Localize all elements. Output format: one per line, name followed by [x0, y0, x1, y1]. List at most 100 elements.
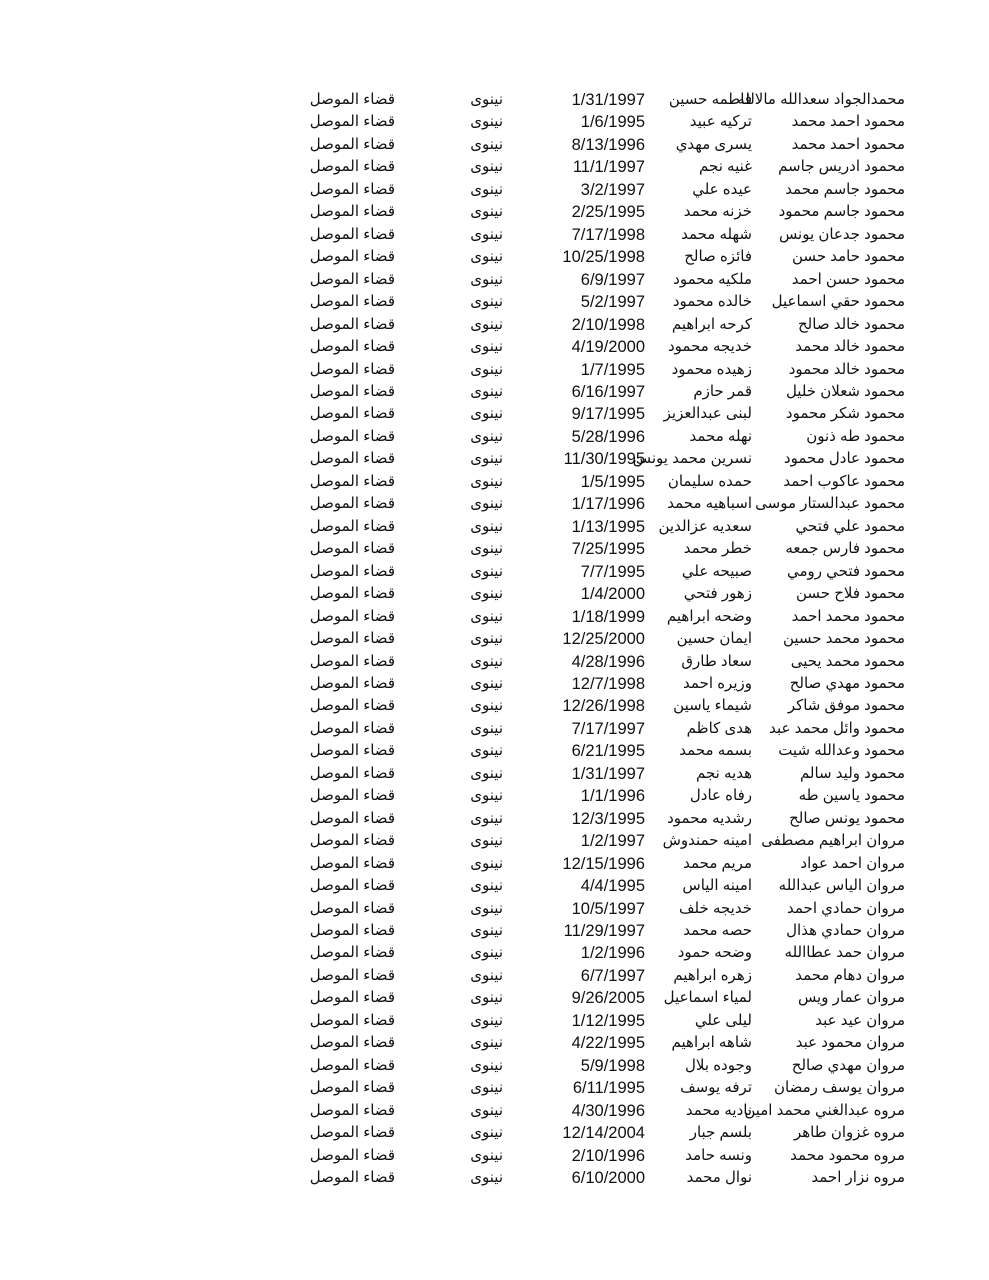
- birth-date-cell: 1/12/1995: [571, 1011, 645, 1030]
- mother-name-cell: وضحه ابراهيم: [666, 607, 752, 625]
- birth-date-cell: 12/3/1995: [571, 809, 645, 828]
- table-row: محمود وائل محمد عبد هدى كاظم 7/17/1997 نينو…: [0, 718, 989, 740]
- birth-date-cell: 1/13/1995: [571, 517, 645, 536]
- person-name-cell: مروه محمود محمد: [790, 1146, 905, 1164]
- person-name-cell: محمود وائل محمد عبد: [769, 719, 905, 737]
- birth-date-cell: 10/5/1997: [571, 899, 645, 918]
- person-name-cell: محمود طه ذنون: [806, 427, 905, 445]
- mother-name-cell: سعاد طارق: [681, 652, 752, 670]
- person-name-cell: مروان مهدي صالح: [791, 1056, 905, 1074]
- birth-date-cell: 6/21/1995: [571, 742, 645, 761]
- birth-date-cell: 5/28/1996: [571, 427, 645, 446]
- province-cell: نينوى: [470, 832, 503, 850]
- person-name-cell: محمود ياسين طه: [798, 787, 905, 805]
- table-row: محمود يونس صالح رشديه محمود 12/3/1995 نينوى…: [0, 808, 989, 830]
- mother-name-cell: هدى كاظم: [686, 719, 752, 737]
- mother-name-cell: اسباهيه محمد: [667, 495, 752, 513]
- person-name-cell: مروان دهام محمد: [795, 966, 905, 984]
- birth-date-cell: 1/5/1995: [580, 472, 645, 491]
- mother-name-cell: عيده علي: [692, 180, 752, 198]
- mother-name-cell: زهور فتحي: [683, 585, 752, 603]
- person-name-cell: مروان ابراهيم مصطفى: [761, 832, 905, 850]
- province-cell: نينوى: [470, 1101, 503, 1119]
- mother-name-cell: شيماء ياسين: [673, 697, 752, 715]
- province-cell: نينوى: [470, 225, 503, 243]
- table-row: محمود محمد حسين ايمان حسين 12/25/2000 نينوى…: [0, 628, 989, 650]
- table-row: محمود حسن احمد ملكيه محمود 6/9/1997 نينوى قض…: [0, 269, 989, 291]
- birth-date-cell: 3/2/1997: [580, 180, 645, 199]
- table-row: محمود جاسم محمد عيده علي 3/2/1997 نينوى قضاء…: [0, 179, 989, 201]
- district-cell: قضاء الموصل: [309, 630, 395, 648]
- district-cell: قضاء الموصل: [309, 382, 395, 400]
- birth-date-cell: 12/15/1996: [562, 854, 645, 873]
- district-cell: قضاء الموصل: [309, 966, 395, 984]
- birth-date-cell: 7/7/1995: [580, 562, 645, 581]
- person-name-cell: مروان عمار ويس: [797, 989, 905, 1007]
- birth-date-cell: 2/10/1998: [571, 315, 645, 334]
- province-cell: نينوى: [470, 854, 503, 872]
- district-cell: قضاء الموصل: [309, 1056, 395, 1074]
- province-cell: نينوى: [470, 91, 503, 108]
- district-cell: قضاء الموصل: [309, 787, 395, 805]
- table-row: مروان حمادي هذال حصه محمد 11/29/1997 نينوى ق…: [0, 920, 989, 942]
- table-row: محمود حامد حسن فائزه صالح 10/25/1998 نينوى ق…: [0, 246, 989, 268]
- mother-name-cell: حمده سليمان: [667, 472, 752, 490]
- mother-name-cell: شهله محمد: [681, 225, 752, 243]
- person-name-cell: مروان حمادي هذال: [786, 922, 905, 940]
- mother-name-cell: فاطمه حسين: [668, 91, 752, 108]
- district-cell: قضاء الموصل: [309, 315, 395, 333]
- person-name-cell: محمود علي فتحي: [795, 517, 905, 535]
- district-cell: قضاء الموصل: [309, 674, 395, 692]
- district-cell: قضاء الموصل: [309, 1146, 395, 1164]
- table-row: محمود خالد محمود زهيده محمود 1/7/1995 نينوى…: [0, 359, 989, 381]
- province-cell: نينوى: [470, 450, 503, 468]
- mother-name-cell: خزنه محمد: [683, 203, 752, 221]
- mother-name-cell: زهره ابراهيم: [673, 966, 752, 984]
- district-cell: قضاء الموصل: [309, 742, 395, 760]
- birth-date-cell: 6/10/2000: [571, 1169, 645, 1188]
- province-cell: نينوى: [470, 1079, 503, 1097]
- table-row: محمود جاسم محمود خزنه محمد 2/25/1995 نينوى ق…: [0, 201, 989, 223]
- district-cell: قضاء الموصل: [309, 338, 395, 356]
- mother-name-cell: رفاه عادل: [689, 787, 752, 805]
- mother-name-cell: لبنى عبدالعزيز: [663, 405, 752, 423]
- district-cell: قضاء الموصل: [309, 540, 395, 558]
- table-row: محمود شكر محمود لبنى عبدالعزيز 9/17/1995 ني…: [0, 403, 989, 425]
- table-row: مروان عمار ويس لمياء اسماعيل 9/26/2005 نينو…: [0, 987, 989, 1009]
- mother-name-cell: ملكيه محمود: [673, 270, 752, 288]
- person-name-cell: محمدالجواد سعدالله مالالله: [737, 91, 905, 108]
- district-cell: قضاء الموصل: [309, 877, 395, 895]
- mother-name-cell: خالده محمود: [672, 293, 752, 311]
- province-cell: نينوى: [470, 1011, 503, 1029]
- table-row: محمود فارس جمعه خطر محمد 7/25/1995 نينوى قضا…: [0, 538, 989, 560]
- table-row: محمود طه ذنون نهله محمد 5/28/1996 نينوى قضاء…: [0, 426, 989, 448]
- birth-date-cell: 6/11/1995: [572, 1079, 645, 1098]
- district-cell: قضاء الموصل: [309, 607, 395, 625]
- district-cell: قضاء الموصل: [309, 203, 395, 221]
- birth-date-cell: 1/31/1997: [571, 764, 645, 783]
- district-cell: قضاء الموصل: [309, 450, 395, 468]
- mother-name-cell: كرحه ابراهيم: [671, 315, 752, 333]
- district-cell: قضاء الموصل: [309, 517, 395, 535]
- province-cell: نينوى: [470, 922, 503, 940]
- mother-name-cell: تركيه عبيد: [689, 113, 752, 131]
- person-name-cell: محمود فتحي رومي: [786, 562, 905, 580]
- district-cell: قضاء الموصل: [309, 585, 395, 603]
- mother-name-cell: قمر حازم: [693, 382, 752, 400]
- person-name-cell: مروان يوسف رمضان: [774, 1079, 905, 1097]
- mother-name-cell: ترفه يوسف: [680, 1079, 752, 1097]
- mother-name-cell: امينه الياس: [682, 877, 752, 895]
- province-cell: نينوى: [470, 293, 503, 311]
- birth-date-cell: 2/10/1996: [571, 1146, 645, 1165]
- person-name-cell: مروه عبدالغني محمد امين: [744, 1101, 905, 1119]
- birth-date-cell: 12/7/1998: [571, 674, 645, 693]
- mother-name-cell: نسرين محمد يونس: [632, 450, 752, 468]
- birth-date-cell: 1/1/1996: [580, 787, 645, 806]
- province-cell: نينوى: [470, 1124, 503, 1142]
- table-row: مروان حمادي احمد خديجه خلف 10/5/1997 نينوى ق…: [0, 898, 989, 920]
- district-cell: قضاء الموصل: [309, 719, 395, 737]
- person-name-cell: مروان حمد عطاالله: [784, 944, 905, 962]
- district-cell: قضاء الموصل: [309, 427, 395, 445]
- province-cell: نينوى: [470, 1056, 503, 1074]
- person-name-cell: محمود موفق شاكر: [787, 697, 905, 715]
